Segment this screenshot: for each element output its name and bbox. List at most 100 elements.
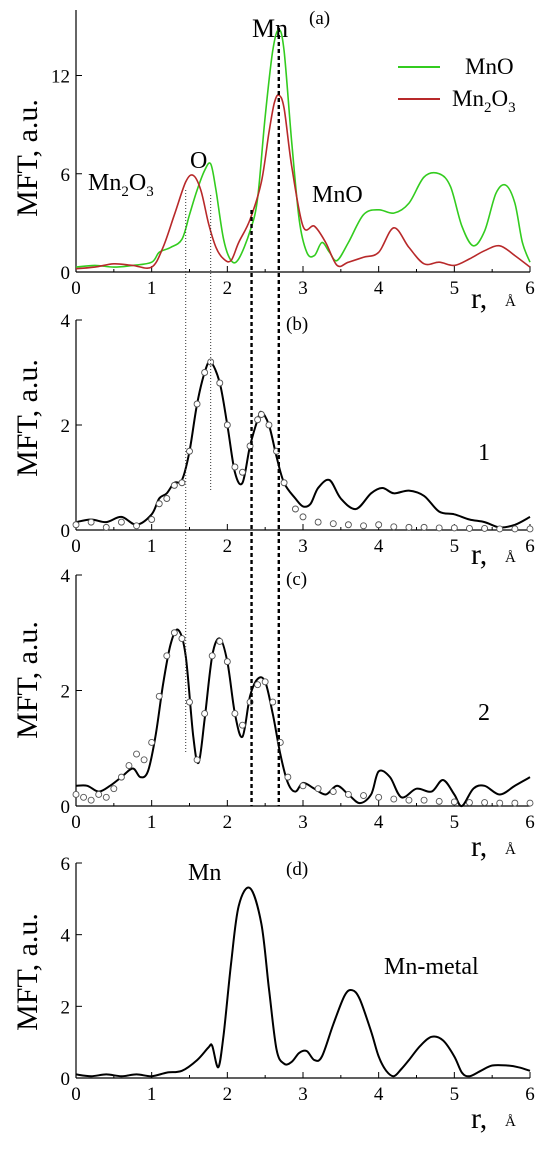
series-line-mn2o3 [75,94,531,270]
y-tick-label-d: 2 [61,997,71,1018]
x-axis-label-b: r, [471,538,487,571]
y-tick-label-a: 6 [61,165,71,186]
y-tick-label-d: 6 [61,854,71,875]
y-tick-label-a: 0 [61,263,71,284]
x-axis-unit-d: Å [505,1114,516,1130]
annotation-mno-a: MnO [312,182,363,208]
panel-label-a: (a) [309,8,330,29]
data-point-c [125,762,133,770]
x-tick-label-c: 3 [298,812,308,833]
x-tick-label-a: 0 [71,278,81,299]
data-point-c [201,710,209,718]
data-point-c [526,799,534,807]
data-point-b [163,495,171,502]
data-point-c [80,793,88,801]
data-point-b [254,416,262,424]
data-point-b [178,479,186,487]
data-point-c [254,681,262,689]
x-tick-label-b: 3 [298,536,308,557]
y-axis-label-b: MFT, a.u. [11,359,44,477]
annotation-o-peak-a: O [190,148,207,174]
data-point-c [216,637,224,645]
data-point-c [102,793,110,801]
x-tick-label-d: 5 [450,1084,460,1105]
x-tick-label-c: 0 [71,812,81,833]
data-point-c [450,798,458,806]
data-point-c [261,678,269,686]
data-point-b [117,518,125,526]
data-point-c [481,799,489,806]
x-tick-label-c: 1 [147,812,157,833]
x-axis-label-a: r, [471,282,487,315]
data-point-b [133,522,140,530]
x-tick-label-c: 4 [374,812,384,833]
data-point-b [170,481,178,489]
data-point-b [481,524,489,532]
x-tick-label-b: 1 [147,536,157,557]
data-point-c [375,793,383,801]
x-axis-label-d: r, [471,1102,487,1135]
x-tick-label-d: 2 [223,1084,233,1105]
x-axis-unit-b: Å [505,550,516,566]
x-tick-label-a: 1 [147,278,157,299]
x-axis-title-d: r, Å [471,1102,516,1135]
x-tick-label-b: 5 [450,536,460,557]
series-line-mno [75,28,531,268]
series-line-d [75,886,531,1078]
data-point-b [314,518,322,526]
y-tick-label-c: 0 [61,797,71,818]
data-point-b [72,521,80,529]
data-point-c [117,773,125,781]
legend-label-mno: MnO [465,54,514,79]
y-tick-label-d: 4 [61,926,71,947]
data-point-b [148,516,156,523]
y-tick-label-b: 4 [61,311,71,332]
data-point-c [231,710,239,718]
data-point-c [87,796,95,804]
data-point-c [170,629,178,637]
data-point-b [201,369,209,376]
data-point-c [496,799,504,807]
data-point-b [329,520,337,528]
x-axis-title-b: r, Å [471,538,516,571]
panel-label-d: (d) [286,859,308,880]
data-point-b [390,523,398,531]
data-point-b [257,411,265,418]
data-point-b [496,525,504,533]
data-point-c [178,635,186,642]
series-line-b [75,360,531,529]
x-tick-label-a: 4 [374,278,384,299]
data-point-b [223,421,231,429]
x-tick-label-b: 2 [223,536,233,557]
curve-label-1: 1 [478,440,490,466]
x-tick-label-c: 2 [223,812,233,833]
y-tick-label-b: 2 [61,416,71,437]
y-tick-label-a: 12 [51,67,70,88]
data-point-b [450,524,458,532]
data-point-b [360,522,367,530]
data-point-c [420,796,428,804]
panel-label-c: (c) [286,569,307,590]
data-point-c [140,756,148,764]
legend-a: MnO Mn2O3 [398,54,516,116]
x-axis-unit-a: Å [505,294,516,310]
data-point-c [511,799,519,807]
data-point-c [223,658,231,666]
x-tick-label-d: 4 [374,1084,384,1105]
data-point-c [329,788,337,796]
data-point-b [216,379,224,387]
x-tick-label-b: 4 [374,536,384,557]
x-axis-label-c: r, [471,830,487,863]
series-line-c [75,628,531,808]
legend-label-mn2o3: Mn2O3 [452,86,516,116]
y-tick-label-c: 4 [61,566,71,587]
data-point-b [186,447,193,455]
x-tick-label-d: 3 [298,1084,308,1105]
data-point-c [239,721,246,729]
annotation-mn-metal-d: Mn-metal [384,954,479,980]
x-tick-label-d: 1 [147,1084,157,1105]
data-point-c [193,756,201,764]
y-tick-label-b: 0 [61,521,71,542]
data-point-c [133,750,140,758]
